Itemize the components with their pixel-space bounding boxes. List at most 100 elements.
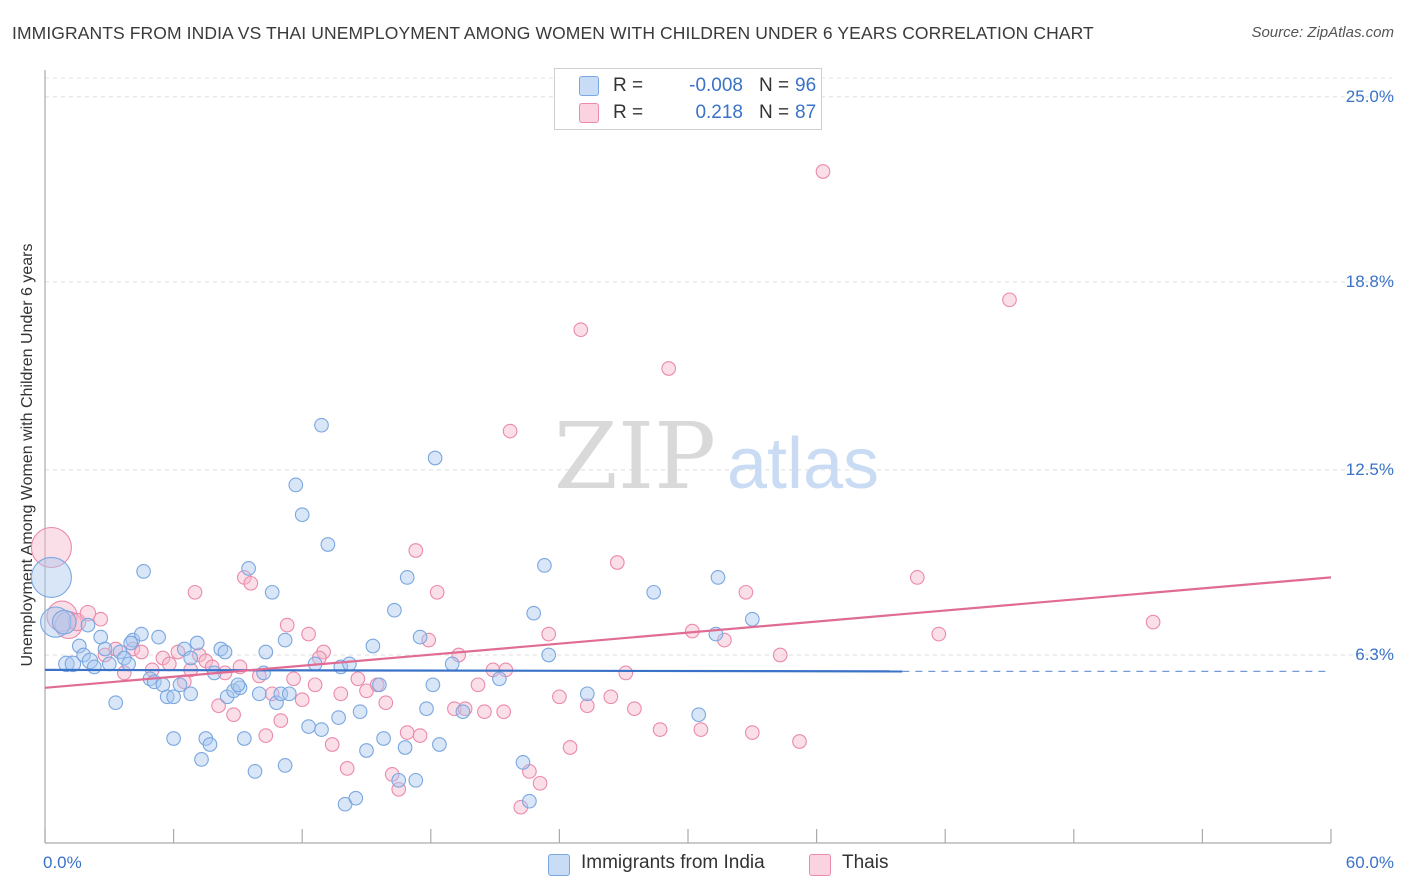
trend-line-thai	[44, 576, 1332, 689]
trend-line-india	[44, 668, 903, 673]
thai-point-82	[1145, 614, 1161, 630]
thai-point-28	[258, 728, 274, 743]
thai-point-56	[496, 704, 512, 720]
thai-point-47	[408, 543, 424, 558]
thai-point-10	[134, 644, 149, 660]
thai-point-4	[79, 604, 97, 622]
india-point-46	[273, 686, 289, 702]
thai-point-31	[279, 617, 295, 633]
thai-point-66	[609, 555, 625, 570]
india-point-0	[30, 556, 72, 598]
india-point-16	[134, 626, 149, 642]
y-tick-label-1: 12.5%	[1345, 459, 1394, 479]
thai-point-46	[399, 725, 415, 740]
india-point-83	[579, 686, 595, 702]
india-point-84	[646, 584, 662, 600]
thai-point-61	[541, 626, 557, 642]
india-point-62	[365, 638, 381, 654]
india-point-95	[352, 704, 368, 720]
r-value-thai: 0.218	[695, 102, 743, 123]
india-point-94	[277, 632, 293, 648]
x-tick-label-max: 60.0%	[1345, 853, 1394, 872]
legend-swatch-india	[548, 854, 570, 876]
thai-point-70	[661, 361, 677, 376]
india-point-34	[217, 644, 233, 660]
india-point-3	[58, 655, 75, 673]
y-tick-label-0: 6.3%	[1355, 644, 1394, 664]
india-point-41	[251, 686, 267, 702]
india-point-66	[391, 772, 407, 788]
india-point-89	[123, 635, 139, 651]
legend-label-thai: Thais	[842, 852, 889, 873]
india-point-39	[241, 561, 256, 576]
india-point-2	[51, 609, 77, 635]
thai-point-78	[815, 164, 831, 179]
thai-point-58	[513, 799, 529, 815]
india-point-31	[202, 737, 218, 752]
india-point-51	[301, 719, 316, 734]
thai-point-21	[211, 698, 226, 714]
india-point-53	[314, 722, 329, 737]
r-label: R =	[613, 75, 644, 96]
thai-point-30	[273, 713, 289, 728]
india-point-47	[277, 758, 293, 773]
thai-point-17	[187, 584, 203, 600]
india-point-90	[80, 617, 96, 633]
thai-point-79	[909, 570, 925, 585]
india-point-56	[331, 710, 346, 725]
india-point-67	[397, 740, 413, 755]
india-point-70	[412, 629, 428, 645]
india-point-71	[419, 701, 434, 717]
thai-point-35	[307, 677, 323, 693]
thai-point-13	[161, 656, 177, 672]
thai-point-1	[46, 600, 78, 632]
watermark: ZIP atlas	[554, 403, 879, 510]
thai-point-32	[286, 671, 301, 687]
thai-point-48	[412, 728, 428, 743]
n-value-thai: 87	[795, 102, 817, 123]
india-point-64	[376, 731, 391, 746]
india-point-85	[691, 707, 707, 723]
series-legend: Immigrants from India Thais	[0, 852, 1406, 878]
india-point-73	[427, 450, 443, 466]
india-point-10	[97, 641, 113, 657]
india-swatch	[579, 76, 599, 96]
thai-point-62	[552, 689, 567, 705]
india-point-61	[359, 743, 374, 758]
thai-point-51	[447, 701, 462, 717]
thai-point-68	[627, 701, 642, 717]
thai-point-74	[738, 584, 754, 600]
chart-source: Source: ZipAtlas.com	[1251, 24, 1394, 41]
india-point-5	[71, 638, 87, 654]
thai-point-73	[717, 632, 732, 648]
thai-point-50	[429, 584, 445, 600]
india-point-27	[183, 686, 199, 702]
thai-point-37	[324, 737, 340, 752]
india-point-76	[455, 704, 471, 720]
india-point-23	[166, 689, 181, 705]
india-point-20	[151, 629, 166, 645]
thai-point-34	[301, 626, 316, 642]
india-point-40	[247, 764, 263, 779]
india-point-72	[425, 677, 441, 693]
legend-label-india: Immigrants from India	[581, 852, 765, 873]
thai-point-60	[532, 775, 548, 791]
india-point-78	[515, 755, 531, 770]
india-point-60	[348, 790, 364, 806]
y-tick-label-2: 18.8%	[1345, 271, 1394, 291]
india-point-77	[492, 671, 507, 687]
india-point-45	[269, 695, 284, 711]
thai-point-77	[792, 734, 807, 749]
india-point-49	[288, 477, 304, 493]
india-point-80	[526, 605, 542, 621]
india-point-25	[172, 677, 188, 693]
x-tick-label-min: 0.0%	[43, 853, 82, 872]
watermark-zip: ZIP	[554, 403, 716, 510]
stats-legend: R = -0.008 N = 96 R = 0.218 N = 87	[554, 68, 822, 130]
india-point-54	[314, 417, 329, 433]
thai-point-40	[350, 671, 366, 687]
thai-point-80	[931, 626, 947, 642]
watermark-atlas: atlas	[727, 424, 879, 504]
india-point-38	[236, 731, 252, 746]
